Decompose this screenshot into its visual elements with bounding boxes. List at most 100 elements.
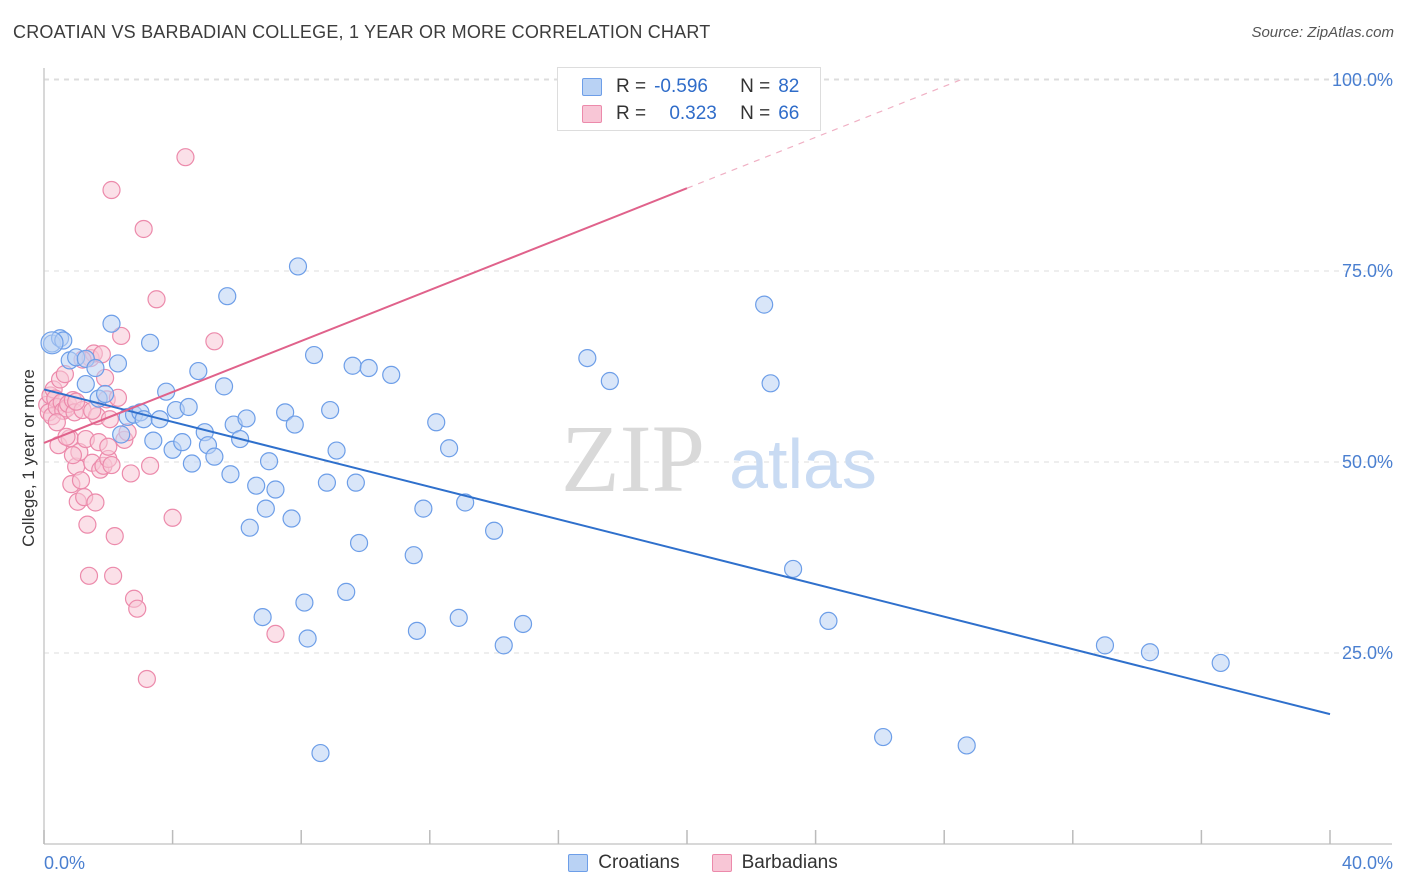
croatians-point — [144, 431, 163, 450]
croatians-point — [214, 377, 234, 396]
x-tick-label: 40.0% — [1342, 853, 1393, 873]
barbadians-point — [99, 437, 118, 456]
barbadians-point — [102, 455, 121, 475]
croatians-point — [221, 465, 240, 484]
croatians-point — [259, 452, 279, 471]
barbadians-point — [205, 332, 224, 351]
legend-item-croatians[interactable]: Croatians — [568, 852, 680, 874]
croatians-point — [256, 499, 275, 518]
barbadians-point — [266, 624, 285, 644]
croatians-point — [182, 454, 201, 473]
correlation-legend: R = -0.596 N = 82 R = 0.323 N = 66 — [557, 67, 821, 131]
barbadians-point — [71, 471, 91, 490]
croatians-point — [761, 374, 780, 393]
croatians-point — [298, 629, 317, 648]
croatians-point — [327, 441, 346, 460]
croatians-point — [414, 499, 433, 518]
legend-swatch-blue — [568, 854, 589, 872]
legend-row-barbadians: R = 0.323 N = 66 — [582, 101, 799, 127]
croatians-point — [86, 358, 105, 378]
croatians-point — [494, 636, 513, 655]
croatians-point — [755, 295, 774, 314]
croatians-point — [247, 476, 266, 495]
croatians-point — [179, 397, 198, 417]
croatians-point — [205, 447, 224, 466]
croatians-point — [819, 611, 838, 631]
y-tick-label: 75.0% — [1342, 261, 1393, 281]
croatians-point — [485, 521, 504, 540]
croatians-point — [140, 333, 160, 352]
legend-label-croatians: Croatians — [598, 852, 680, 873]
croatians-point — [427, 413, 446, 432]
croatians-point — [218, 287, 237, 306]
croatians-point — [337, 582, 356, 601]
croatians-point — [874, 727, 893, 747]
barbadians-point — [79, 566, 99, 585]
legend-swatch-pink — [711, 854, 732, 872]
legend-swatch-blue — [582, 78, 602, 96]
barbadians-point — [121, 464, 140, 483]
y-axis-label: College, 1 year or more — [19, 369, 38, 547]
croatians-point — [276, 403, 295, 422]
legend-item-barbadians[interactable]: Barbadians — [711, 852, 838, 874]
legend-label-barbadians: Barbadians — [741, 852, 838, 873]
chart-title: CROATIAN VS BARBADIAN COLLEGE, 1 YEAR OR… — [13, 22, 711, 42]
croatians-point — [285, 415, 304, 434]
barbadians-point — [137, 669, 156, 689]
barbadians-point — [128, 599, 147, 618]
legend-swatch-pink — [582, 105, 602, 123]
croatians-point — [346, 473, 365, 492]
barbadians-point — [176, 148, 195, 167]
barbadians-point — [63, 446, 83, 465]
croatians-point — [288, 257, 308, 276]
legend-r-value: -0.596 — [654, 76, 708, 97]
croatians-point — [1140, 643, 1160, 662]
legend-r-value: 0.323 — [669, 103, 717, 124]
croatians-point — [439, 439, 459, 458]
y-tick-label: 100.0% — [1332, 70, 1393, 90]
croatians-point — [404, 546, 423, 565]
series-croatians — [40, 257, 1230, 763]
croatians-point — [349, 533, 369, 553]
axes — [43, 68, 1392, 845]
legend-n-label: N = — [740, 76, 771, 97]
croatians-point — [321, 400, 340, 420]
croatians-point — [173, 433, 192, 452]
x-tick-label: 0.0% — [44, 853, 85, 873]
y-tick-label: 25.0% — [1342, 643, 1393, 663]
barbadians-trend-extension — [686, 79, 961, 189]
barbadians-point — [112, 326, 131, 346]
watermark: ZIP atlas — [561, 405, 877, 512]
barbadians-point — [163, 508, 182, 527]
croatians-point — [578, 348, 597, 368]
croatians-point — [359, 358, 378, 378]
croatians-point — [112, 425, 131, 444]
trend-lines — [43, 79, 1331, 716]
croatians-point — [456, 493, 475, 512]
croatians-point — [295, 593, 314, 612]
croatians-point — [783, 559, 803, 579]
croatians-point — [189, 361, 208, 381]
barbadians-point — [104, 566, 123, 585]
series-barbadians — [38, 148, 285, 689]
barbadians-point — [134, 219, 153, 239]
croatians-point — [282, 509, 301, 528]
croatians-point — [957, 736, 976, 755]
barbadians-point — [47, 413, 66, 432]
croatians-point — [237, 409, 256, 428]
source-credit: Source: ZipAtlas.com — [1251, 24, 1394, 41]
croatians-point — [40, 331, 64, 355]
barbadians-point — [105, 527, 124, 546]
watermark-atlas: atlas — [729, 425, 877, 503]
croatians-point — [240, 518, 259, 537]
croatians-point — [317, 473, 337, 492]
croatians-point — [407, 621, 427, 640]
croatians-point — [266, 480, 285, 499]
croatians-point — [311, 743, 330, 763]
croatians-point — [513, 614, 533, 634]
croatians-point — [600, 371, 619, 391]
croatians-point — [1211, 653, 1230, 673]
barbadians-point — [140, 456, 160, 475]
legend-n-label: N = — [740, 103, 771, 124]
